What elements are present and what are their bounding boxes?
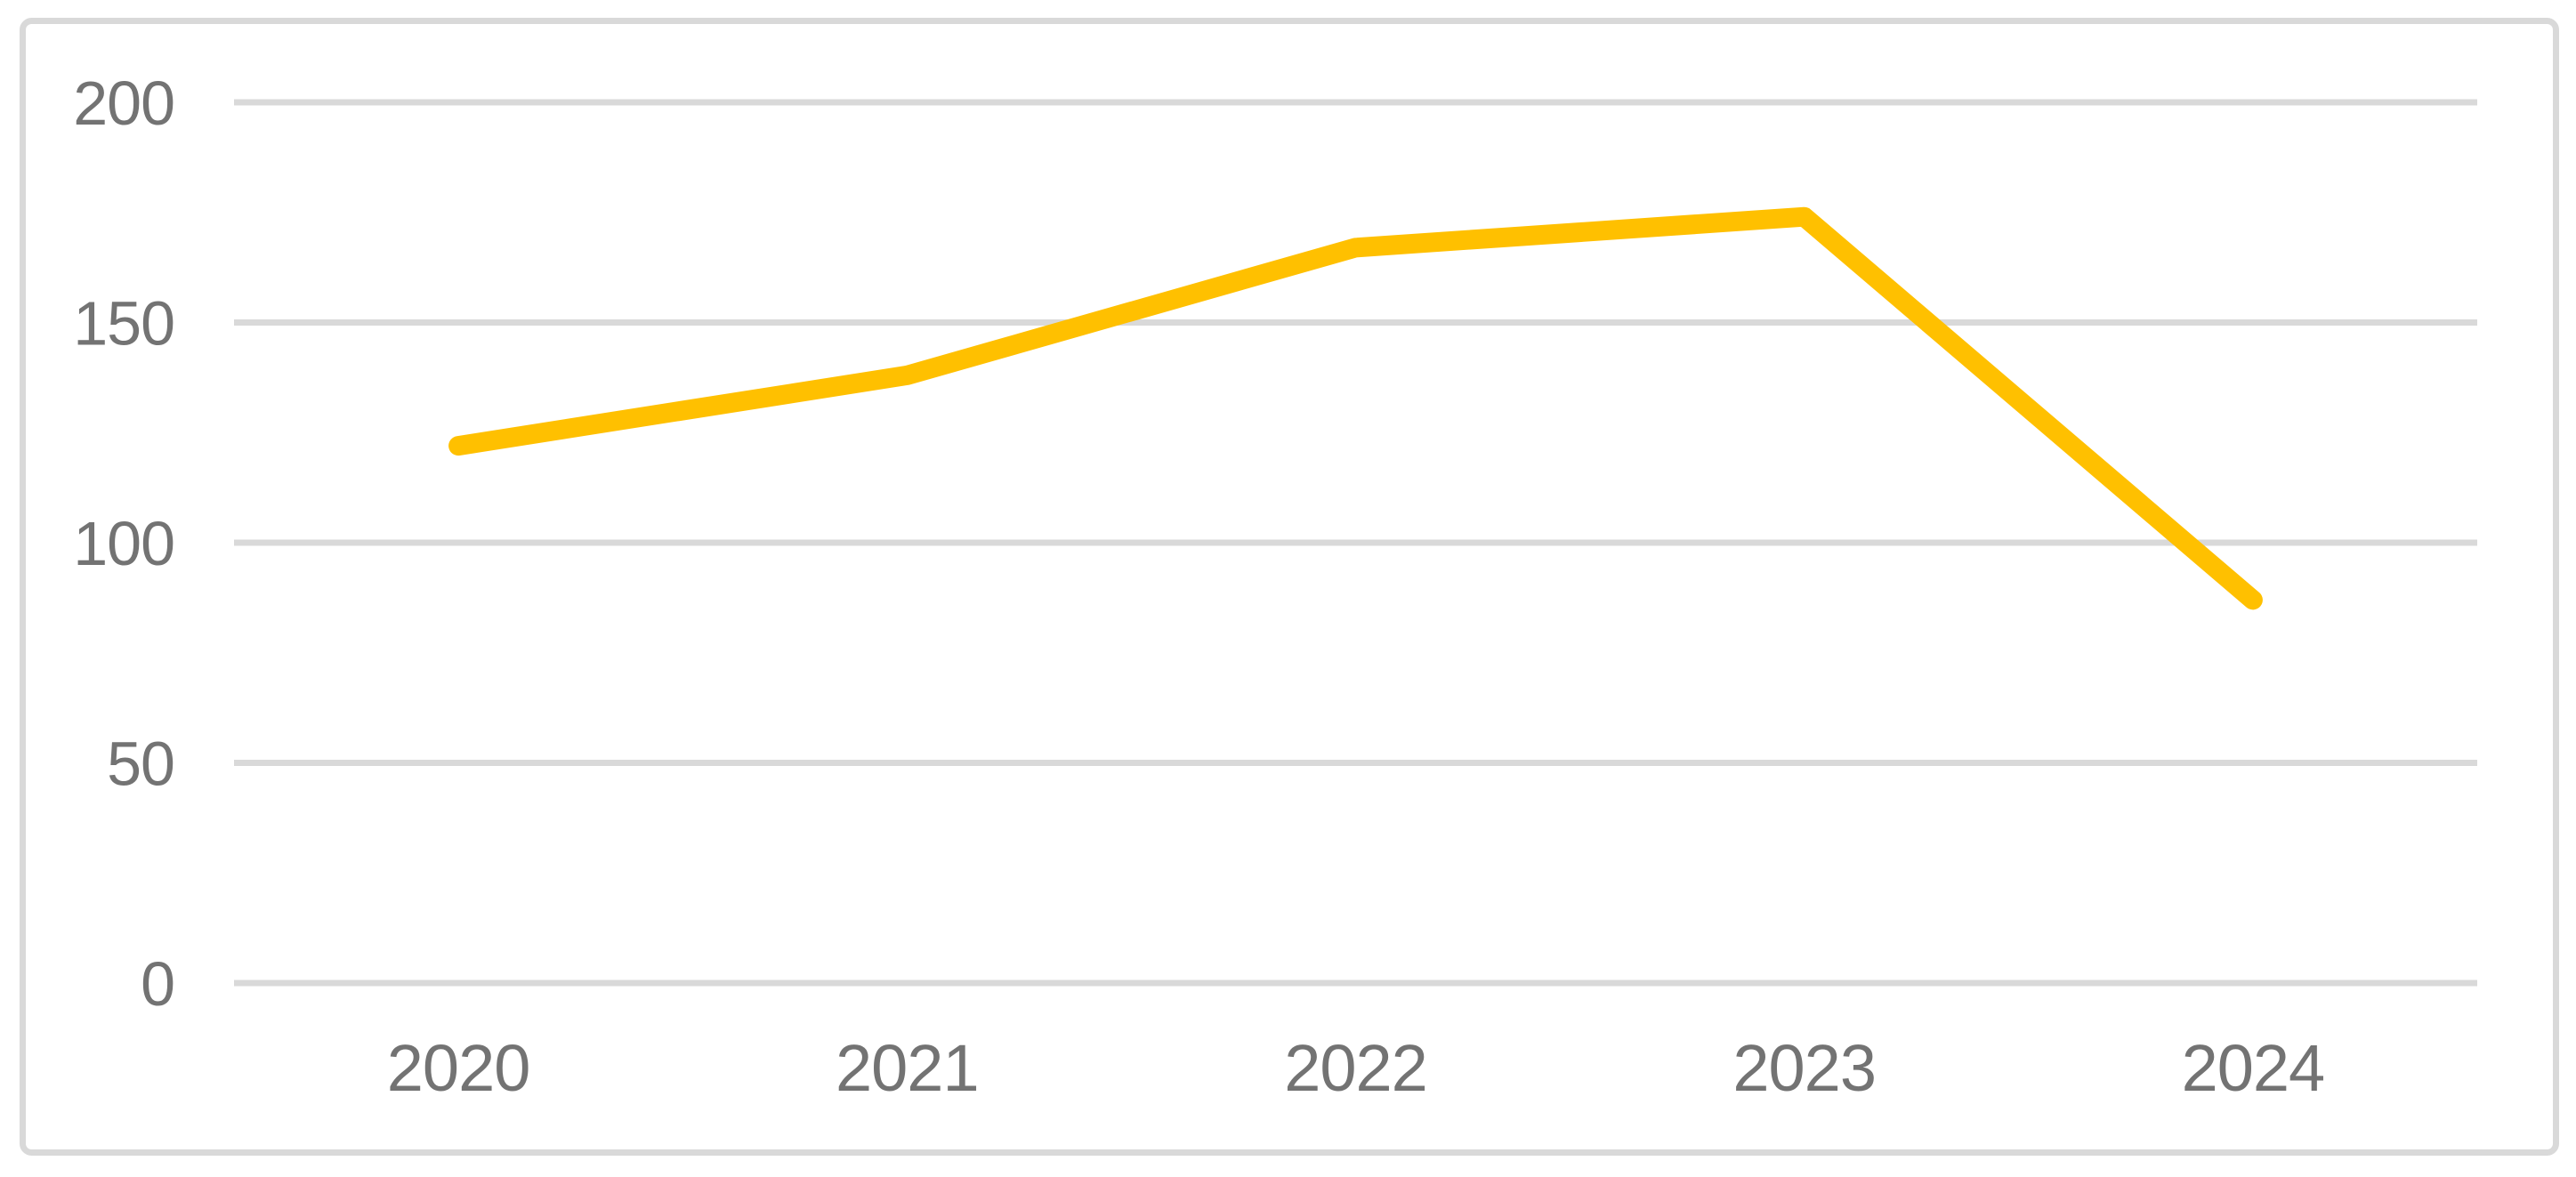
y-tick-label: 0 (141, 949, 174, 1019)
gridlines (234, 99, 2477, 987)
x-tick-label: 2024 (2182, 1031, 2325, 1105)
data-series-line (448, 206, 2263, 610)
y-tick-label: 50 (107, 730, 174, 799)
chart-frame-border (20, 18, 2559, 1156)
x-tick-label: 2022 (1284, 1031, 1427, 1105)
y-axis-tick-labels: 0 50 100 150 200 (73, 69, 175, 1019)
x-axis-tick-labels: 2020 2021 2022 2023 2024 (387, 1031, 2325, 1105)
y-tick-label: 150 (73, 289, 174, 359)
y-tick-label: 100 (73, 509, 174, 578)
x-tick-label: 2021 (836, 1031, 979, 1105)
x-tick-label: 2023 (1732, 1031, 1876, 1105)
y-tick-label: 200 (73, 69, 174, 138)
x-tick-label: 2020 (387, 1031, 530, 1105)
